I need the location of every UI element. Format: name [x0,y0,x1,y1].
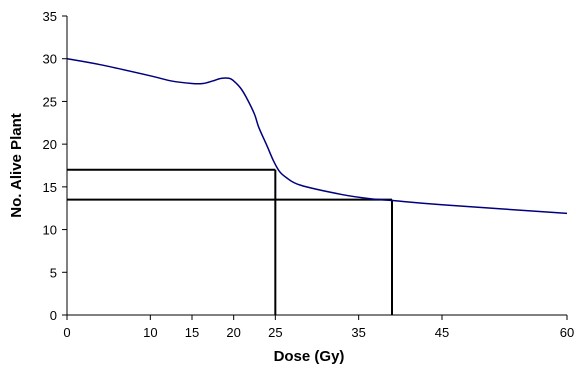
x-tick-label: 35 [351,325,365,340]
axes [66,16,567,316]
x-tick-label: 15 [185,325,199,340]
x-axis-title: Dose (Gy) [274,348,345,365]
x-tick-label: 45 [435,325,449,340]
y-tick-label: 25 [43,94,57,109]
y-tick-label: 30 [43,52,57,67]
series-line [66,57,568,215]
y-axis-title: No. Alive Plant [8,113,25,217]
x-tick-label: 20 [226,325,240,340]
y-tick-label: 0 [50,308,57,323]
ticks: 0 5 10 15 20 25 30 35 0 10 15 20 25 35 45 60 [43,9,575,340]
y-tick-label: 20 [43,137,57,152]
x-tick-label: 25 [268,325,282,340]
series-layer [66,57,568,215]
reference-lines [67,168,393,315]
y-tick-label: 35 [43,9,57,24]
y-tick-label: 5 [50,265,57,280]
y-tick-label: 15 [43,180,57,195]
x-tick-label: 10 [143,325,157,340]
x-tick-label: 60 [560,325,574,340]
y-tick-label: 10 [43,223,57,238]
x-tick-label: 0 [63,325,70,340]
